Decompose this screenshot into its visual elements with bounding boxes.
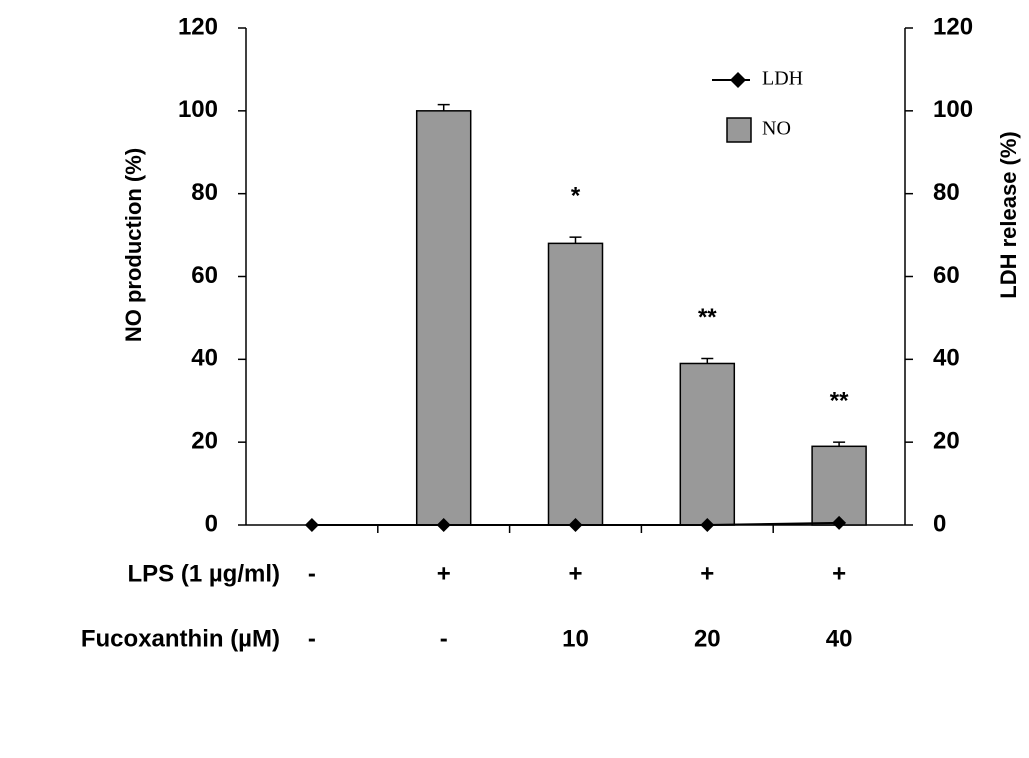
bar (812, 446, 866, 525)
y-axis-title: NO production (%) (121, 148, 146, 342)
bar (549, 243, 603, 525)
x-tick-label: + (437, 560, 451, 587)
x-tick-label: - (440, 625, 448, 652)
y2-tick-label: 60 (933, 262, 960, 289)
y-tick-label: 120 (178, 13, 218, 40)
y2-axis-title: LDH release (%) (996, 131, 1021, 299)
y2-tick-label: 100 (933, 96, 973, 123)
y-tick-label: 20 (191, 428, 218, 455)
x-tick-label: - (308, 625, 316, 652)
legend-swatch (727, 118, 751, 142)
y2-tick-label: 40 (933, 345, 960, 372)
x-tick-label: 20 (694, 625, 721, 652)
legend-marker (730, 72, 746, 88)
chart: NO production (%) LDH release (%) 0 20 40 6… (0, 0, 1029, 758)
row-label: LPS (1 µg/ml) (127, 560, 280, 587)
x-tick-label: - (308, 560, 316, 587)
significance-label: * (571, 182, 581, 209)
x-tick-label: + (568, 560, 582, 587)
x-tick-label: + (700, 560, 714, 587)
row-label: Fucoxanthin (µM) (81, 625, 280, 652)
y2-tick-label: 120 (933, 13, 973, 40)
y2-tick-label: 80 (933, 179, 960, 206)
page: {"chart_data": {"type": "bar", "y_label"… (0, 0, 1029, 758)
y2-tick-label: 0 (933, 510, 946, 537)
legend-label: LDH (762, 68, 803, 90)
x-tick-label: 40 (826, 625, 853, 652)
y-tick-label: 0 (205, 510, 218, 537)
significance-label: ** (830, 388, 849, 415)
y-tick-label: 60 (191, 262, 218, 289)
legend-label: NO (762, 118, 791, 140)
significance-label: ** (698, 304, 717, 331)
marker (305, 518, 319, 532)
y2-tick-label: 20 (933, 428, 960, 455)
y-tick-label: 100 (178, 96, 218, 123)
bar (417, 111, 471, 525)
x-tick-label: + (832, 560, 846, 587)
bar (680, 363, 734, 525)
x-tick-label: 10 (562, 625, 589, 652)
y-tick-label: 40 (191, 345, 218, 372)
y-tick-label: 80 (191, 179, 218, 206)
